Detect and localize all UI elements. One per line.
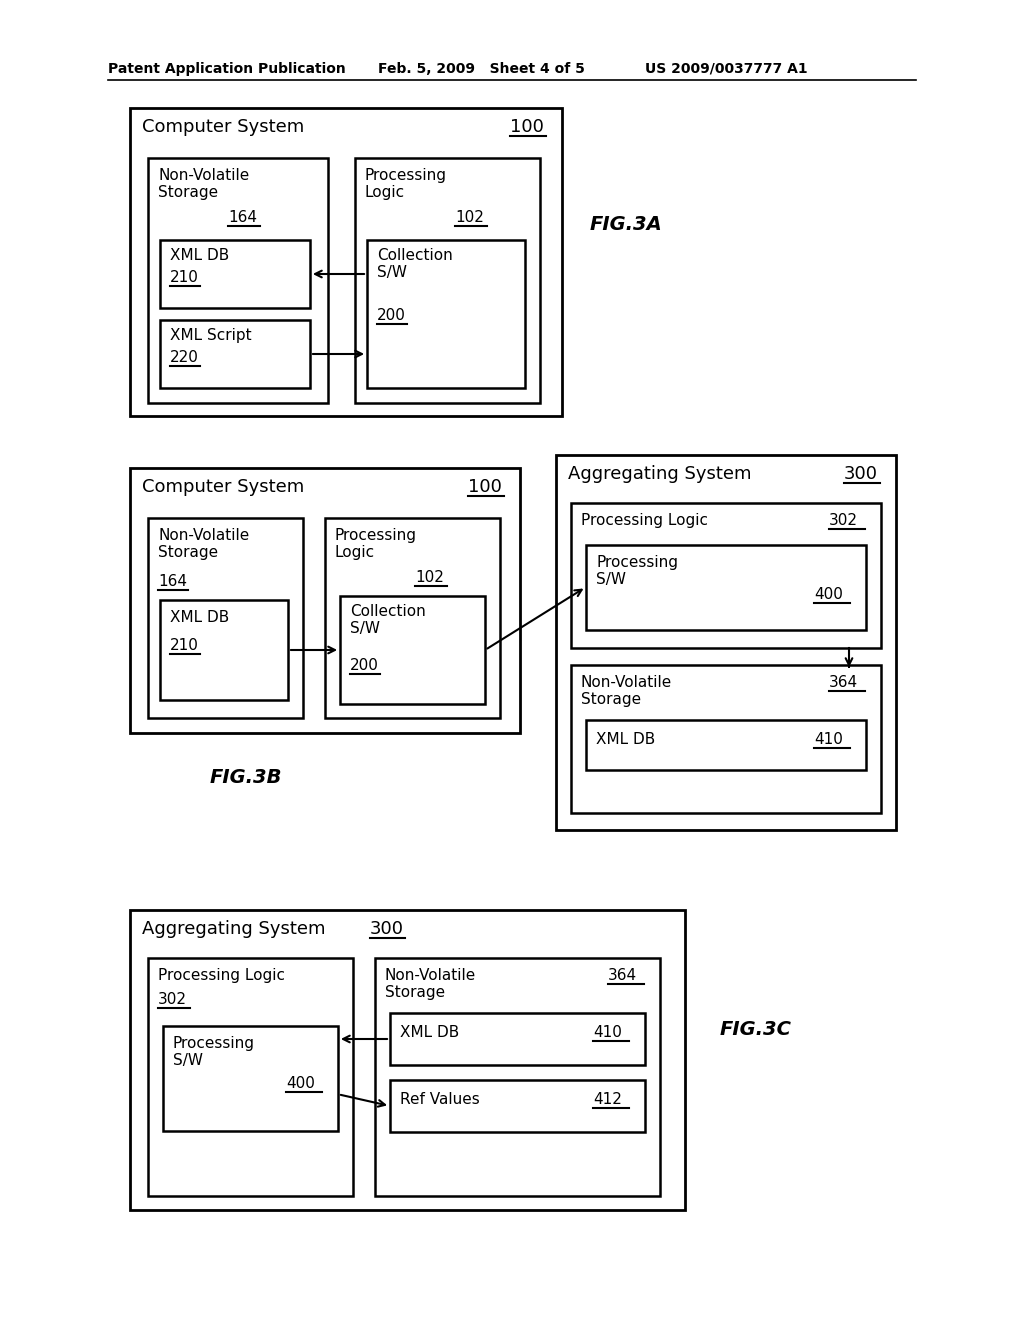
- Text: 302: 302: [158, 993, 187, 1007]
- Text: 100: 100: [510, 117, 544, 136]
- Bar: [160, 240, 310, 308]
- Text: Processing Logic: Processing Logic: [158, 968, 285, 983]
- Text: Collection
S/W: Collection S/W: [377, 248, 453, 280]
- Text: 410: 410: [593, 1026, 622, 1040]
- Text: FIG.3B: FIG.3B: [210, 768, 283, 787]
- Text: 412: 412: [593, 1092, 622, 1107]
- Bar: [556, 455, 896, 830]
- Text: 400: 400: [814, 587, 843, 602]
- Text: 102: 102: [455, 210, 484, 224]
- Text: Patent Application Publication: Patent Application Publication: [108, 62, 346, 77]
- Bar: [148, 958, 353, 1196]
- Text: FIG.3C: FIG.3C: [720, 1020, 792, 1039]
- Text: XML Script: XML Script: [170, 327, 252, 343]
- Text: FIG.3A: FIG.3A: [590, 215, 663, 234]
- Bar: [130, 909, 685, 1210]
- Text: 300: 300: [844, 465, 878, 483]
- Text: 102: 102: [415, 570, 443, 585]
- Text: 220: 220: [170, 350, 199, 366]
- Text: US 2009/0037777 A1: US 2009/0037777 A1: [645, 62, 808, 77]
- Text: Ref Values: Ref Values: [400, 1092, 480, 1107]
- Text: XML DB: XML DB: [170, 248, 229, 263]
- Text: 164: 164: [228, 210, 257, 224]
- Bar: [160, 601, 288, 700]
- Bar: [571, 503, 881, 648]
- Bar: [148, 158, 328, 403]
- Bar: [390, 1012, 645, 1065]
- Text: XML DB: XML DB: [170, 610, 229, 624]
- Bar: [375, 958, 660, 1196]
- Text: 100: 100: [468, 478, 502, 496]
- Text: Aggregating System: Aggregating System: [568, 465, 752, 483]
- Bar: [340, 597, 485, 704]
- Bar: [130, 469, 520, 733]
- Text: 400: 400: [286, 1076, 314, 1092]
- Text: 364: 364: [608, 968, 637, 983]
- Text: Processing
Logic: Processing Logic: [365, 168, 447, 201]
- Text: Computer System: Computer System: [142, 478, 304, 496]
- Text: 302: 302: [829, 513, 858, 528]
- Text: XML DB: XML DB: [400, 1026, 459, 1040]
- Text: XML DB: XML DB: [596, 733, 655, 747]
- Text: Aggregating System: Aggregating System: [142, 920, 326, 939]
- Text: 410: 410: [814, 733, 843, 747]
- Bar: [586, 719, 866, 770]
- Text: Non-Volatile
Storage: Non-Volatile Storage: [158, 528, 249, 561]
- Bar: [130, 108, 562, 416]
- Text: Processing
Logic: Processing Logic: [335, 528, 417, 561]
- Text: 210: 210: [170, 638, 199, 653]
- Bar: [586, 545, 866, 630]
- Bar: [367, 240, 525, 388]
- Bar: [148, 517, 303, 718]
- Text: 200: 200: [377, 308, 406, 323]
- Bar: [325, 517, 500, 718]
- Bar: [390, 1080, 645, 1133]
- Text: 364: 364: [829, 675, 858, 690]
- Text: Processing Logic: Processing Logic: [581, 513, 708, 528]
- Bar: [571, 665, 881, 813]
- Text: Processing
S/W: Processing S/W: [596, 554, 678, 587]
- Text: 164: 164: [158, 574, 187, 589]
- Bar: [355, 158, 540, 403]
- Text: 200: 200: [350, 657, 379, 673]
- Bar: [163, 1026, 338, 1131]
- Text: Non-Volatile
Storage: Non-Volatile Storage: [385, 968, 476, 1001]
- Text: Processing
S/W: Processing S/W: [173, 1036, 255, 1068]
- Text: 210: 210: [170, 271, 199, 285]
- Bar: [160, 319, 310, 388]
- Text: Computer System: Computer System: [142, 117, 304, 136]
- Text: Feb. 5, 2009   Sheet 4 of 5: Feb. 5, 2009 Sheet 4 of 5: [378, 62, 585, 77]
- Text: 300: 300: [370, 920, 404, 939]
- Text: Collection
S/W: Collection S/W: [350, 605, 426, 636]
- Text: Non-Volatile
Storage: Non-Volatile Storage: [581, 675, 672, 708]
- Text: Non-Volatile
Storage: Non-Volatile Storage: [158, 168, 249, 201]
